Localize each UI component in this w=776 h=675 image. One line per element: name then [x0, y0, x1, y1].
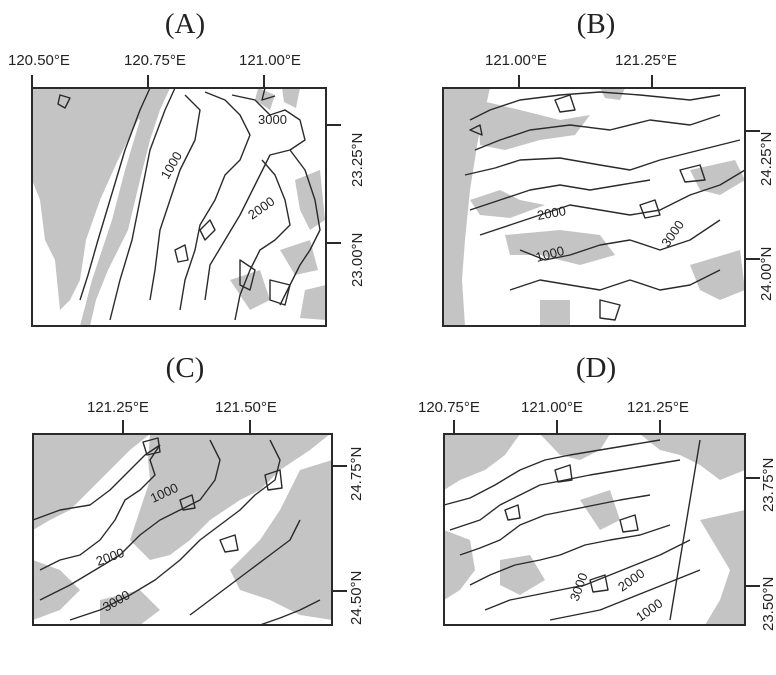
panel-a-shaded-area	[32, 88, 150, 310]
panel-a-contour-label-3: 2000	[245, 194, 277, 223]
panel-a-contour	[79, 87, 151, 301]
panel-c-contour-label-2: 2000	[94, 545, 126, 569]
panel-c-lon-label-1: 121.25°E	[87, 399, 149, 416]
panel-b-title: (B)	[576, 8, 616, 40]
panel-c-frame	[32, 433, 333, 626]
panel-a-contour-label-1: 3000	[258, 112, 287, 127]
panel-c-map: 1000 2000 3000	[32, 420, 347, 626]
panel-a-lon-label-2: 120.75°E	[124, 52, 186, 69]
panel-d-lon-label-2: 121.00°E	[521, 399, 583, 416]
panel-d-title: (D)	[575, 352, 617, 384]
panel-d-frame	[443, 433, 746, 626]
panel-d-contour-label-3: 1000	[633, 596, 665, 625]
panel-a-frame	[31, 87, 327, 327]
panel-d-contour-label-2: 2000	[615, 566, 647, 595]
panel-d-lon-label-1: 120.75°E	[418, 399, 480, 416]
panel-d-lon-label-3: 121.25°E	[627, 399, 689, 416]
panel-a-lon-label-3: 121.00°E	[239, 52, 301, 69]
panel-b-map: 2000 3000 1000	[442, 75, 760, 327]
panel-b-frame	[442, 87, 746, 327]
panel-c-lon-label-2: 121.50°E	[215, 399, 277, 416]
panel-b-contour-label-2: 3000	[658, 217, 687, 249]
panel-b-contour-label-1: 2000	[536, 203, 567, 223]
panel-d-contour-label-1: 3000	[567, 571, 591, 603]
panel-b-contour-label-3: 1000	[534, 243, 566, 265]
panel-a-contour-label-2: 1000	[158, 149, 185, 182]
panel-a-map: 3000 1000 2000	[31, 75, 341, 327]
panel-a-lon-label-1: 120.50°E	[8, 52, 70, 69]
panel-b-lon-label-1: 121.00°E	[485, 52, 547, 69]
panel-a-title: (A)	[164, 8, 206, 40]
panel-b-lon-label-2: 121.25°E	[615, 52, 677, 69]
panel-d-map: 3000 2000 1000	[443, 420, 760, 626]
panel-c-title: (C)	[165, 352, 205, 384]
